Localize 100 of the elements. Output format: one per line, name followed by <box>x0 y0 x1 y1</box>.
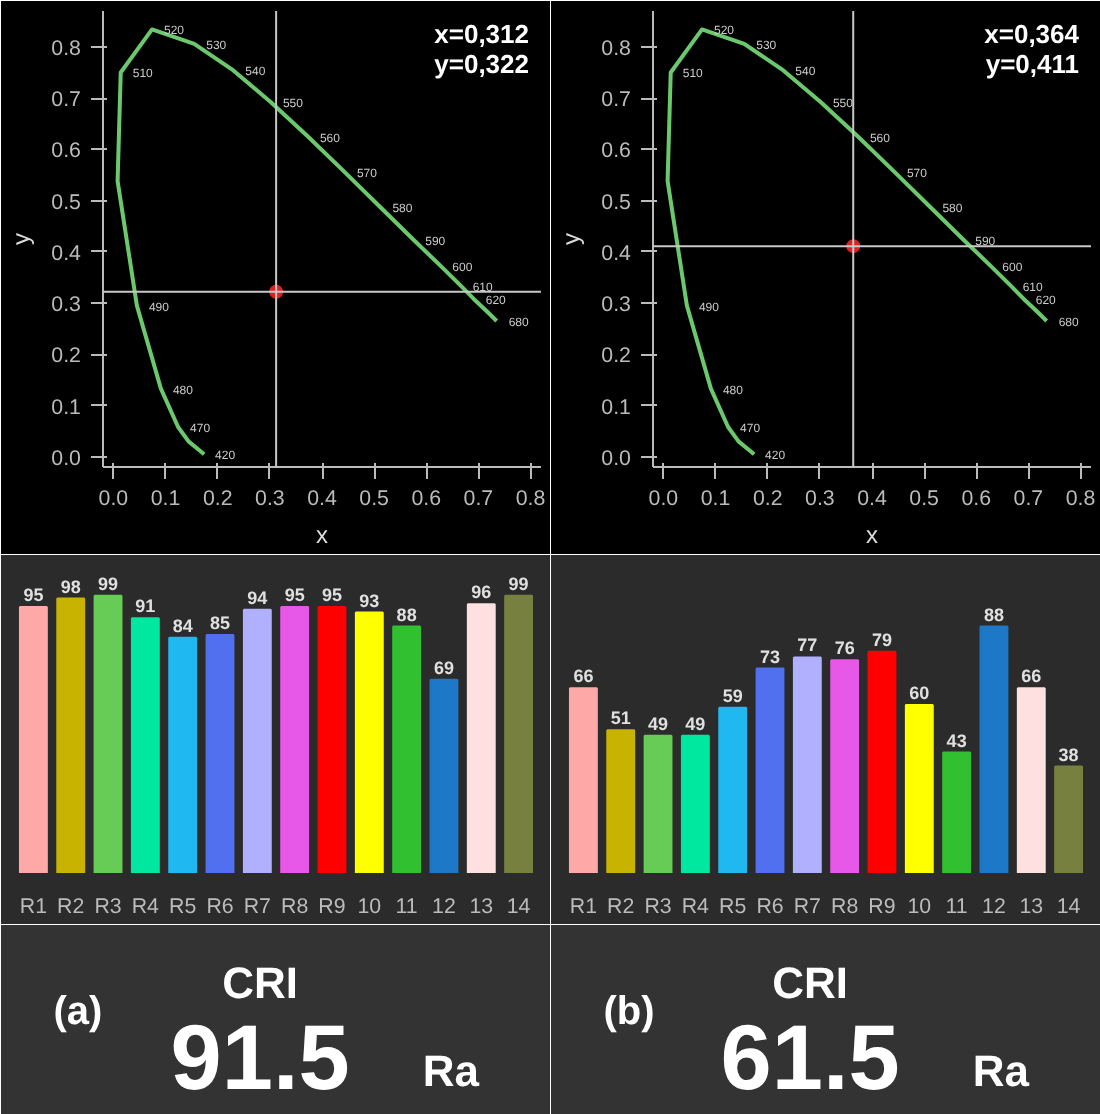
y-tick-label: 0.6 <box>601 139 632 164</box>
y-tick-label: 0.2 <box>51 344 82 369</box>
x-tick-label: 11 <box>945 895 968 919</box>
x-tick-label: R6 <box>756 895 784 919</box>
bar <box>504 594 534 873</box>
y-tick-label: 0.5 <box>51 190 82 215</box>
x-tick-label: R5 <box>719 895 747 919</box>
text: 91.5 <box>170 1005 350 1110</box>
data-label: 69 <box>433 657 454 678</box>
bar <box>130 617 160 873</box>
x-tick-label: 0.7 <box>463 487 494 511</box>
bar <box>606 729 636 873</box>
bar <box>979 625 1009 873</box>
text: (b) <box>603 989 655 1034</box>
x-tick-label: R8 <box>281 895 309 919</box>
bar <box>718 706 748 873</box>
data-label: 59 <box>722 685 743 706</box>
data-label: 94 <box>247 587 268 608</box>
y-tick-label: 0.1 <box>601 395 632 420</box>
data-label: 49 <box>648 713 669 734</box>
data-label: 95 <box>23 585 44 605</box>
x-tick-label: 0.0 <box>98 487 129 511</box>
x-tick-label: 0.1 <box>150 487 181 511</box>
bar <box>830 659 860 873</box>
bar <box>317 606 347 873</box>
x-tick-label: 0.4 <box>307 487 337 511</box>
y-tick-label: 0.3 <box>601 293 632 318</box>
x-tick-label: 10 <box>907 895 932 919</box>
x-tick-label: R5 <box>169 895 197 919</box>
bar <box>93 594 123 873</box>
y-axis-title: y <box>557 233 586 245</box>
bar <box>280 606 310 873</box>
x-tick-label: 11 <box>395 895 418 919</box>
x-tick-label: 12 <box>432 895 456 919</box>
data-label: 66 <box>573 666 594 687</box>
bar <box>1054 765 1084 873</box>
bar <box>568 687 598 873</box>
x-tick-label: 0.2 <box>202 487 233 511</box>
x-tick-label: 0.5 <box>909 487 940 511</box>
annotation: y=0,322 <box>434 49 530 79</box>
text: (a) <box>53 989 103 1034</box>
text: Ra <box>422 1046 481 1096</box>
x-axis-title: x <box>866 521 878 549</box>
y-tick-label: 0.8 <box>51 36 82 61</box>
x-tick-label: R7 <box>793 895 822 919</box>
x-tick-label: R6 <box>206 895 234 919</box>
data-label: 60 <box>909 683 930 703</box>
bar <box>354 611 384 873</box>
data-label: 93 <box>359 590 380 611</box>
x-tick-label: R1 <box>19 895 48 919</box>
data-label: 43 <box>946 730 967 751</box>
annotation: x=0,312 <box>434 19 530 49</box>
data-label: 85 <box>210 613 231 633</box>
bar <box>242 608 272 873</box>
x-tick-label: 0.7 <box>1013 487 1044 511</box>
data-label: 98 <box>60 576 81 597</box>
data-label: 73 <box>760 646 781 667</box>
bar <box>1016 687 1046 873</box>
y-axis-title: y <box>7 233 36 245</box>
x-tick-label: 0.5 <box>359 487 390 511</box>
y-tick-label: 0.6 <box>51 139 82 164</box>
x-tick-label: 12 <box>982 895 1006 919</box>
text: Ra <box>972 1046 1031 1096</box>
bar <box>56 597 86 873</box>
text: CRI <box>772 957 848 1008</box>
x-tick-label: 10 <box>357 895 382 919</box>
y-tick-label: 0.4 <box>601 241 632 266</box>
x-tick-label: R8 <box>831 895 859 919</box>
data-label: 84 <box>172 615 193 636</box>
y-tick-label: 0.0 <box>601 446 632 471</box>
x-tick-label: 13 <box>1019 895 1044 919</box>
x-tick-label: 0.3 <box>805 487 835 511</box>
x-tick-label: R4 <box>681 895 710 919</box>
y-tick-label: 0.2 <box>601 344 632 369</box>
x-axis-title: x <box>316 521 328 549</box>
data-label: 77 <box>797 635 818 656</box>
y-tick-label: 0.4 <box>51 241 82 266</box>
data-label: 95 <box>284 585 305 605</box>
x-tick-label: 13 <box>469 895 494 919</box>
data-label: 88 <box>983 604 1004 625</box>
y-tick-label: 0.8 <box>601 36 632 61</box>
data-label: 99 <box>98 573 119 594</box>
bar <box>18 606 48 873</box>
data-label: 88 <box>396 604 417 625</box>
data-label: 99 <box>508 573 529 594</box>
bar <box>867 650 897 873</box>
x-tick-label: R3 <box>94 895 122 919</box>
x-tick-label: 14 <box>1056 895 1081 919</box>
x-tick-label: 0.6 <box>411 487 442 511</box>
data-label: 49 <box>685 713 706 734</box>
x-tick-label: 0.0 <box>648 487 679 511</box>
bar <box>904 704 934 873</box>
data-label: 91 <box>135 596 156 617</box>
y-tick-label: 0.3 <box>51 293 82 318</box>
bar <box>205 634 235 873</box>
y-tick-label: 0.5 <box>601 190 632 215</box>
x-tick-label: 0.8 <box>515 487 546 511</box>
y-tick-label: 0.0 <box>51 446 82 471</box>
x-tick-label: R7 <box>243 895 272 919</box>
data-label: 96 <box>471 582 492 603</box>
